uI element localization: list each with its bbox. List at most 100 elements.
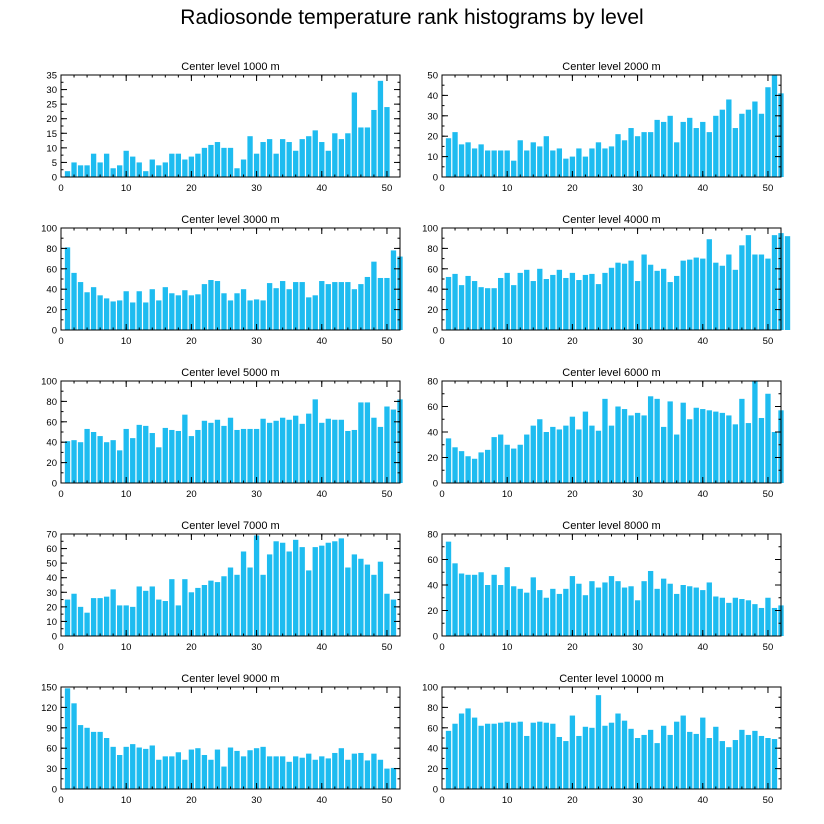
panel-9-bar [306,753,312,789]
panel-6-x-tick-label: 20 [567,489,578,500]
panel-10-y-tick-label: 40 [427,744,438,755]
panel-6-x-tick-label: 0 [439,489,444,500]
panel-5-bar [90,432,97,483]
panel-6-y-tick-label: 40 [427,428,438,439]
panel-8-bar [674,593,680,636]
panel-2-bar [452,132,458,177]
panel-10-x-tick-label: 0 [439,795,444,806]
panel-8-bar [452,563,458,636]
panel-6-bar [530,425,536,484]
panel-10-bar [739,729,745,789]
panel-6-bar [569,416,576,483]
panel-7-x-tick-label: 40 [316,642,327,653]
panel-10-x-tick-label: 10 [502,795,513,806]
panel-10-x-tick-label: 40 [697,795,708,806]
panel-5-bar [188,436,195,483]
panel-5-y-tick-label: 20 [46,458,57,469]
panel-10-bar [752,730,758,789]
panel-7-bar [247,567,253,636]
panel-1-bar [279,139,286,177]
panel-1-bar [351,92,358,177]
panel-1-x-tick-label: 50 [382,183,393,194]
panel-2-title: Center level 2000 m [562,61,660,73]
panel-3-bar [306,297,312,330]
panel-6-bar [471,458,478,483]
panel-8-bar [680,585,686,636]
panel-1-bar [169,153,175,177]
panel-3-y-tick-label: 40 [46,285,57,296]
panel-6-bar [745,423,752,483]
panel-8-bar [582,595,589,636]
panel-7-y-tick-label: 30 [46,588,57,599]
panel-10-bar [700,717,706,789]
panel-6-bar [511,448,517,483]
panel-6-bar [465,456,471,483]
panel-5-y-tick-label: 100 [41,377,57,388]
panel-6-bar [563,425,569,484]
panel-4-bar [576,280,582,330]
panel-5-bar [143,425,149,483]
panel-1-bar [266,139,273,177]
panel-2-y-tick-label: 50 [427,71,438,82]
panel-1-bar [77,165,84,177]
panel-9-bar [110,746,116,789]
panel-3-bar [332,282,338,330]
panel-8-bar [706,582,712,636]
panel-3-bar [71,272,77,330]
panel-9-bar [345,759,351,789]
panel-3-bar [299,282,305,330]
panel-5-title: Center level 5000 m [181,367,279,379]
panel-7-bar [273,541,279,636]
panel-3-bar [90,287,97,330]
panel-3-bar [103,298,110,330]
panel-8-x-tick-label: 0 [439,642,444,653]
panel-2-x-tick-label: 20 [567,183,578,194]
panel-4-bar [739,245,745,330]
panel-6-bar [458,451,465,484]
panel-9-bar [175,752,182,789]
panel-3-bar [201,284,208,330]
panel-4-bar [563,277,569,330]
panel-10-title: Center level 10000 m [559,673,664,685]
panel-6-bar [758,417,765,483]
panel-4-bar [634,281,641,330]
panel-7-bar [253,535,260,636]
panel-6-bar [445,438,452,484]
panel-3-bar [234,293,240,330]
panel-4-x-tick-label: 0 [439,336,444,347]
panel-1-bar [338,139,344,177]
panel-5-bar [345,430,351,483]
panel-2-bar [713,115,719,177]
panel-5-bar [325,418,331,483]
panel-5-bar [156,447,162,483]
panel-4-bar [667,282,673,330]
panel-10-bar [706,738,712,789]
panel-4-bar [498,277,504,330]
panel-10-bar [484,723,491,789]
panel-2-x-tick-label: 30 [632,183,643,194]
panel-9-bar [130,744,136,789]
panel-10-bar [765,738,771,789]
panel-8-bar [713,596,719,636]
panel-9-bar [64,688,71,789]
panel-8-bar [484,585,491,636]
panel-3-x-tick-label: 50 [382,336,393,347]
panel-8-bar [511,586,517,636]
panel-6-bar [543,432,549,483]
panel-8-bar [530,577,536,636]
panel-6-bar [752,381,758,483]
panel-2-bar [726,99,732,177]
panel-10-bar [550,723,556,789]
panel-5-bar [201,420,208,483]
panel-4-bar [687,259,693,330]
panel-5-x-tick-label: 20 [186,489,197,500]
panel-9-bar [227,747,234,789]
panel-9-bar [390,767,397,789]
panel-8-bar [621,587,628,636]
panel-3-bar [358,284,364,330]
panel-5-bar [71,440,77,483]
panel-7-bar [143,590,149,636]
panel-6-bar [687,419,693,483]
panel-2-bar [693,128,699,177]
panel-6-bar [674,434,680,483]
